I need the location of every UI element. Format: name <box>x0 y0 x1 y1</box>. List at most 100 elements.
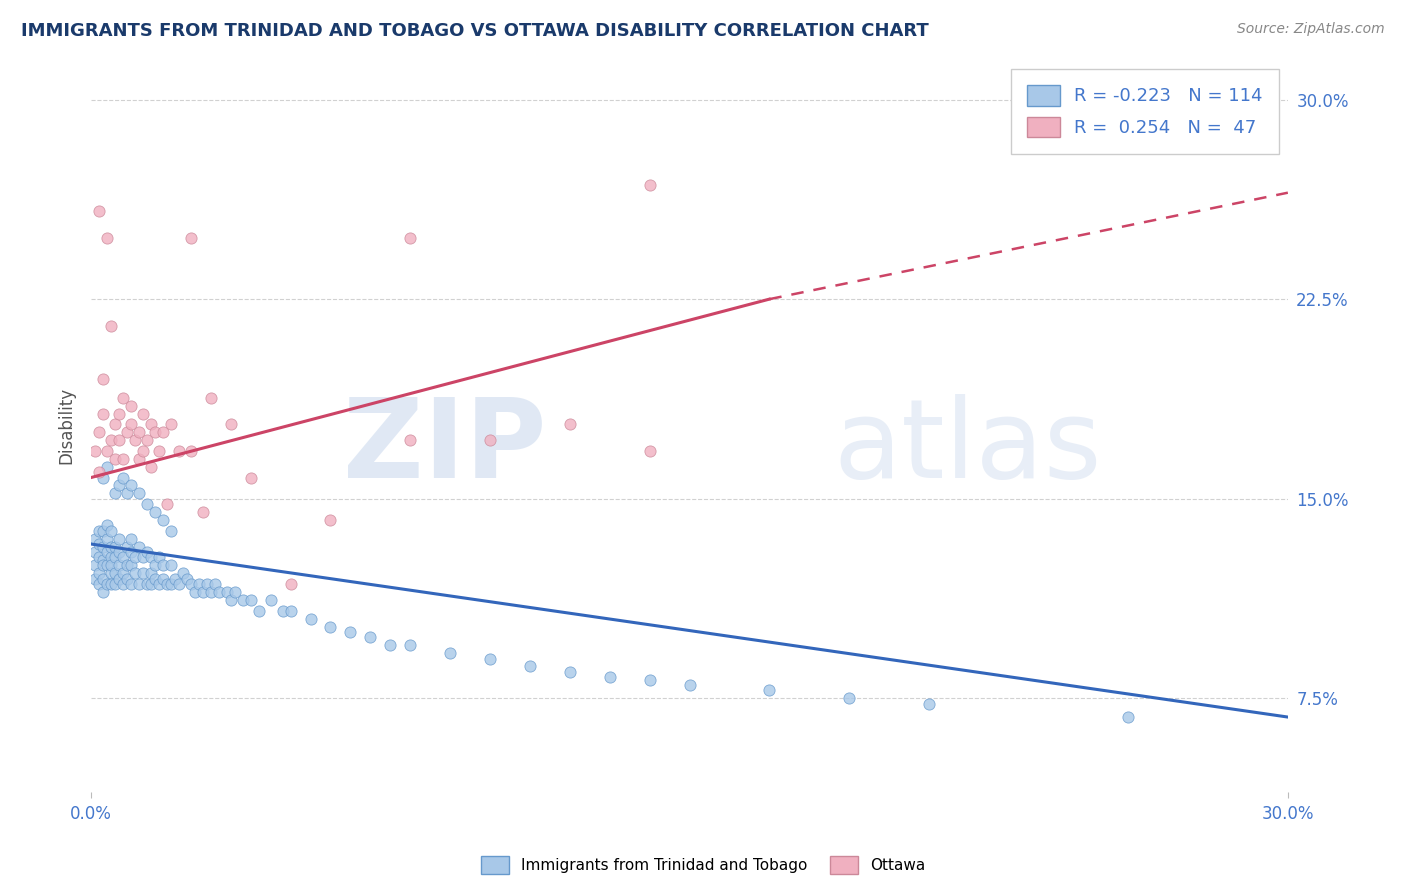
Point <box>215 585 238 599</box>
Point <box>558 417 581 432</box>
Point <box>96 443 118 458</box>
Point <box>191 505 214 519</box>
Point <box>89 465 111 479</box>
Point <box>156 497 179 511</box>
Point <box>108 558 131 573</box>
Point <box>167 443 190 458</box>
Text: IMMIGRANTS FROM TRINIDAD AND TOBAGO VS OTTAWA DISABILITY CORRELATION CHART: IMMIGRANTS FROM TRINIDAD AND TOBAGO VS O… <box>21 22 929 40</box>
Text: atlas: atlas <box>834 394 1102 501</box>
Point <box>91 540 114 554</box>
Point <box>152 513 174 527</box>
Point <box>100 434 122 448</box>
Point <box>219 593 242 607</box>
Point <box>204 577 226 591</box>
Point <box>104 577 127 591</box>
Point <box>208 585 231 599</box>
Point <box>91 372 114 386</box>
Point <box>89 204 111 219</box>
Point <box>108 478 131 492</box>
Point <box>96 459 118 474</box>
Point <box>200 585 222 599</box>
Point <box>112 566 135 581</box>
Point <box>120 532 142 546</box>
Point <box>132 407 155 421</box>
Point <box>91 558 114 573</box>
Point <box>156 577 179 591</box>
Point <box>84 532 107 546</box>
Point <box>148 550 170 565</box>
Point <box>219 417 242 432</box>
Point <box>143 572 166 586</box>
Point <box>108 407 131 421</box>
Point <box>160 417 183 432</box>
Point <box>115 558 138 573</box>
Point <box>91 585 114 599</box>
Point <box>167 577 190 591</box>
Point <box>108 532 131 546</box>
Point <box>143 425 166 440</box>
Point <box>115 540 138 554</box>
Point <box>638 178 661 192</box>
Point <box>163 572 186 586</box>
Point <box>638 443 661 458</box>
Point <box>678 678 700 692</box>
Point <box>160 577 183 591</box>
Point <box>96 532 118 546</box>
Point <box>139 459 162 474</box>
Point <box>120 478 142 492</box>
Point <box>115 425 138 440</box>
Point <box>838 691 860 706</box>
Point <box>84 443 107 458</box>
Point <box>100 318 122 333</box>
Point <box>112 391 135 405</box>
Point <box>191 585 214 599</box>
Point <box>89 577 111 591</box>
Point <box>479 651 502 665</box>
Point <box>91 470 114 484</box>
Point <box>124 550 146 565</box>
Point <box>104 451 127 466</box>
Text: ZIP: ZIP <box>343 394 546 501</box>
Point <box>112 577 135 591</box>
Point <box>124 566 146 581</box>
Point <box>1116 710 1139 724</box>
Point <box>200 391 222 405</box>
Point <box>172 566 194 581</box>
Point <box>132 443 155 458</box>
Point <box>299 611 322 625</box>
Point <box>638 673 661 687</box>
Point <box>136 545 159 559</box>
Point <box>115 486 138 500</box>
Point <box>271 604 294 618</box>
Y-axis label: Disability: Disability <box>58 387 75 464</box>
Point <box>128 425 150 440</box>
Point <box>152 425 174 440</box>
Point <box>89 524 111 538</box>
Point <box>239 593 262 607</box>
Point <box>128 540 150 554</box>
Point <box>599 670 621 684</box>
Point <box>180 231 202 245</box>
Point <box>120 577 142 591</box>
Point <box>91 553 114 567</box>
Point <box>260 593 283 607</box>
Point <box>100 540 122 554</box>
Point <box>108 572 131 586</box>
Point <box>91 572 114 586</box>
Point <box>89 425 111 440</box>
Point <box>148 577 170 591</box>
Point <box>519 659 541 673</box>
Point <box>100 558 122 573</box>
Point <box>319 513 342 527</box>
Point <box>89 566 111 581</box>
Point <box>132 566 155 581</box>
Point <box>91 407 114 421</box>
Point <box>152 572 174 586</box>
Point <box>96 558 118 573</box>
Point <box>136 577 159 591</box>
Point <box>84 545 107 559</box>
Point <box>104 550 127 565</box>
Point <box>104 540 127 554</box>
Point <box>100 524 122 538</box>
Point <box>160 558 183 573</box>
